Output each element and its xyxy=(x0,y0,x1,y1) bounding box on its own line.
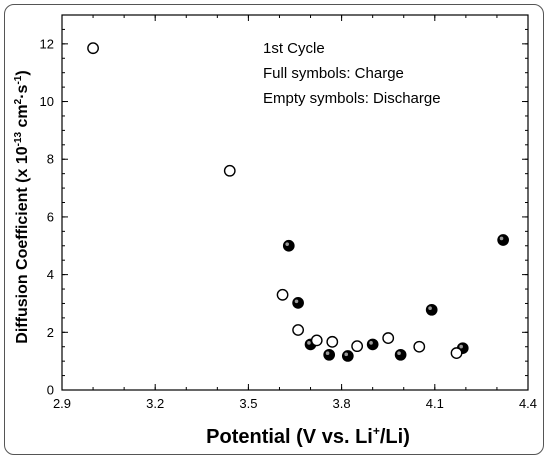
y-tick-label: 2 xyxy=(47,325,54,340)
discharge-point xyxy=(351,340,364,353)
charge-point xyxy=(323,348,336,361)
x-tick-label: 4.1 xyxy=(426,396,444,411)
discharge-point xyxy=(276,288,289,301)
y-tick-label: 6 xyxy=(47,209,54,224)
discharge-point xyxy=(223,164,236,177)
discharge-point xyxy=(450,347,463,359)
annotation-charge: Full symbols: Charge xyxy=(263,65,404,82)
x-tick-label: 3.8 xyxy=(333,396,351,411)
charge-point xyxy=(425,303,438,316)
charge-point xyxy=(394,348,407,361)
y-tick-label: 4 xyxy=(47,267,54,282)
annotation-discharge: Empty symbols: Discharge xyxy=(263,90,441,107)
discharge-point xyxy=(326,335,339,348)
x-axis-title: Potential (V vs. Li+/Li) xyxy=(206,424,410,448)
charge-point xyxy=(366,338,379,351)
y-tick-label: 0 xyxy=(47,383,54,398)
x-tick-label: 2.9 xyxy=(53,396,71,411)
charge-point xyxy=(497,234,509,246)
y-tick-label: 10 xyxy=(40,94,54,109)
y-tick-label: 8 xyxy=(47,152,54,167)
y-axis-title: Diffusion Coefficient (x 10-13 cm2·s-1) xyxy=(13,70,31,343)
x-tick-label: 3.5 xyxy=(239,396,257,411)
discharge-point xyxy=(310,334,323,347)
charge-point xyxy=(341,350,354,362)
x-tick-label: 4.4 xyxy=(519,396,537,411)
y-tick-label: 12 xyxy=(40,36,54,51)
discharge-point xyxy=(87,42,99,55)
discharge-point xyxy=(382,332,395,344)
discharge-point xyxy=(292,324,305,336)
charge-point xyxy=(282,239,295,252)
annotation-cycle: 1st Cycle xyxy=(263,40,325,57)
x-tick-label: 3.2 xyxy=(146,396,164,411)
discharge-point xyxy=(413,340,426,353)
chart-frame xyxy=(4,4,544,455)
charge-point xyxy=(292,297,304,309)
